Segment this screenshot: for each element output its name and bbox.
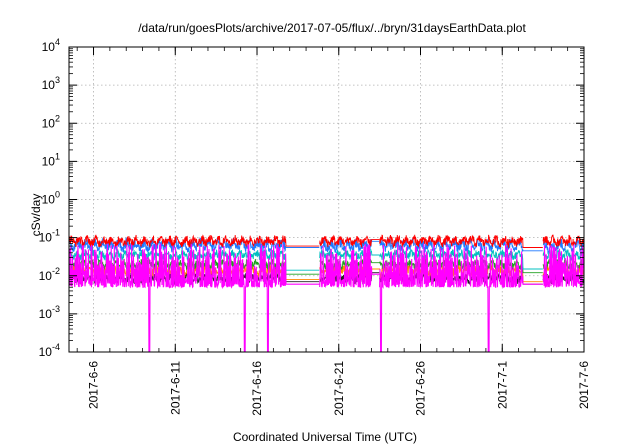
chart-title: /data/run/goesPlots/archive/2017-07-05/f…	[138, 21, 526, 35]
y-tick-label: 10-3	[39, 304, 60, 321]
series-group	[69, 234, 584, 352]
x-tick-label: 2017-6-21	[332, 361, 346, 416]
x-tick-label: 2017-6-11	[168, 361, 182, 415]
x-tick-label: 2017-7-6	[577, 361, 591, 409]
y-tick-label: 10-2	[39, 266, 60, 283]
y-tick-label: 101	[42, 151, 60, 168]
x-tick-label: 2017-6-6	[87, 361, 101, 409]
grid	[69, 47, 584, 352]
y-tick-label: 104	[42, 37, 60, 54]
y-tick-label: 10-1	[39, 228, 60, 245]
y-tick-label: 10-4	[39, 342, 60, 359]
series-line	[69, 243, 584, 352]
y-axis-title: cSv/day	[29, 194, 43, 237]
x-tick-label: 2017-6-26	[414, 361, 428, 416]
x-axis-title: Coordinated Universal Time (UTC)	[233, 430, 417, 444]
series-line	[69, 234, 584, 248]
y-axis-ticks: 10-4 10-3 10-2 10-1 100 101 102 103 104	[39, 37, 584, 359]
x-tick-label: 2017-7-1	[495, 361, 509, 409]
series-layer	[69, 234, 584, 352]
x-tick-label: 2017-6-16	[250, 361, 264, 416]
y-tick-label: 103	[42, 75, 60, 92]
y-tick-label: 100	[42, 190, 60, 207]
x-axis-ticks: 2017-6-6 2017-6-11 2017-6-16 2017-6-21 2017-…	[76, 47, 591, 416]
y-tick-label: 102	[42, 113, 60, 130]
